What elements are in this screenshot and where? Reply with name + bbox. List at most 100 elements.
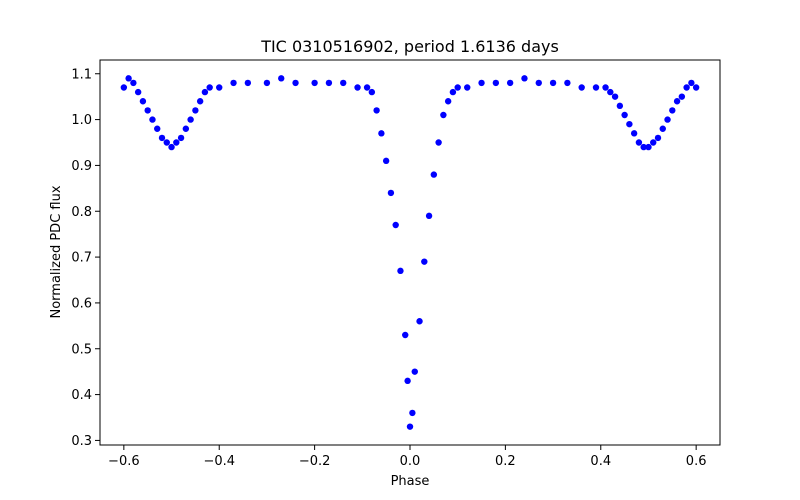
y-tick-label: 0.4 bbox=[71, 388, 92, 403]
data-point bbox=[196, 98, 204, 105]
data-point bbox=[206, 84, 213, 91]
y-tick-label: 1.0 bbox=[71, 113, 92, 128]
data-point bbox=[201, 88, 209, 96]
data-point bbox=[154, 125, 161, 132]
x-tick-label: −0.2 bbox=[299, 454, 331, 469]
data-point bbox=[692, 84, 700, 91]
data-point bbox=[368, 88, 376, 96]
data-point bbox=[409, 409, 416, 417]
data-point bbox=[311, 79, 318, 87]
data-point bbox=[454, 84, 461, 91]
data-point bbox=[478, 79, 485, 87]
x-tick-label: 0.0 bbox=[400, 454, 421, 469]
data-point bbox=[402, 331, 409, 339]
data-point bbox=[192, 107, 199, 114]
x-tick-label: −0.4 bbox=[203, 454, 235, 469]
data-point bbox=[607, 88, 614, 96]
data-point bbox=[626, 120, 633, 128]
data-point bbox=[602, 84, 609, 91]
y-axis-ticks: 0.3 0.4 0.5 0.6 0.7 0.8 0.9 1.0 1.1 bbox=[71, 67, 100, 449]
data-point bbox=[382, 157, 390, 165]
data-point bbox=[592, 84, 600, 91]
data-point bbox=[149, 116, 156, 123]
data-point bbox=[673, 98, 681, 105]
data-point bbox=[363, 84, 371, 91]
data-point bbox=[654, 134, 662, 142]
data-point bbox=[187, 116, 194, 123]
y-tick-label: 0.3 bbox=[71, 434, 92, 449]
data-point bbox=[130, 79, 137, 87]
data-point bbox=[521, 75, 528, 82]
data-point bbox=[464, 84, 471, 91]
x-axis-label: Phase bbox=[391, 474, 430, 489]
data-point bbox=[120, 84, 128, 91]
data-point bbox=[535, 79, 542, 87]
y-tick-label: 0.8 bbox=[71, 205, 92, 220]
data-points bbox=[120, 75, 700, 430]
data-point bbox=[635, 139, 643, 146]
data-point bbox=[378, 130, 385, 137]
data-point bbox=[664, 116, 671, 123]
data-point bbox=[669, 107, 676, 114]
data-point bbox=[404, 377, 411, 385]
data-point bbox=[416, 318, 423, 325]
chart-title: TIC 0310516902, period 1.6136 days bbox=[260, 37, 559, 56]
x-tick-label: 0.6 bbox=[686, 454, 707, 469]
data-point bbox=[435, 139, 442, 146]
data-point bbox=[173, 139, 180, 146]
data-point bbox=[278, 75, 285, 82]
data-point bbox=[182, 125, 190, 132]
data-point bbox=[392, 221, 399, 229]
data-point bbox=[411, 368, 418, 375]
data-point bbox=[630, 130, 638, 137]
data-point bbox=[139, 98, 147, 105]
data-point bbox=[125, 75, 132, 82]
data-point bbox=[373, 107, 380, 114]
data-point bbox=[216, 84, 223, 91]
data-point bbox=[430, 171, 438, 178]
x-axis-ticks: −0.6 −0.4 −0.2 0.0 0.2 0.4 0.6 bbox=[108, 445, 706, 469]
y-tick-label: 0.9 bbox=[71, 159, 92, 174]
data-point bbox=[397, 267, 404, 275]
x-tick-label: 0.2 bbox=[495, 454, 516, 469]
data-point bbox=[640, 143, 647, 151]
data-point bbox=[134, 88, 142, 96]
data-point bbox=[621, 111, 628, 119]
data-point bbox=[144, 107, 151, 114]
data-point bbox=[449, 88, 457, 96]
data-point bbox=[611, 93, 619, 100]
data-point bbox=[616, 102, 624, 110]
data-point bbox=[549, 79, 557, 87]
y-tick-label: 0.5 bbox=[71, 342, 92, 357]
data-point bbox=[506, 79, 514, 87]
data-point bbox=[387, 189, 395, 197]
data-point bbox=[292, 79, 299, 87]
data-point bbox=[564, 79, 571, 87]
data-point bbox=[578, 84, 585, 91]
x-tick-label: −0.6 bbox=[108, 454, 140, 469]
data-point bbox=[325, 79, 333, 87]
y-axis-label: Normalized PDC flux bbox=[49, 185, 64, 318]
data-point bbox=[421, 258, 428, 265]
data-point bbox=[650, 139, 657, 146]
data-point bbox=[177, 134, 185, 142]
data-point bbox=[492, 79, 500, 87]
data-point bbox=[645, 143, 652, 151]
data-point bbox=[158, 134, 166, 142]
y-tick-label: 1.1 bbox=[71, 67, 92, 82]
data-point bbox=[683, 84, 690, 91]
data-point bbox=[440, 111, 447, 119]
data-point bbox=[244, 79, 252, 87]
data-point bbox=[354, 84, 361, 91]
data-point bbox=[340, 79, 347, 87]
data-point bbox=[230, 79, 237, 87]
x-tick-label: 0.4 bbox=[590, 454, 611, 469]
data-point bbox=[688, 79, 695, 87]
y-tick-label: 0.6 bbox=[71, 296, 92, 311]
data-point bbox=[444, 98, 452, 105]
data-point bbox=[659, 125, 666, 132]
data-point bbox=[406, 423, 414, 430]
data-point bbox=[168, 143, 175, 151]
